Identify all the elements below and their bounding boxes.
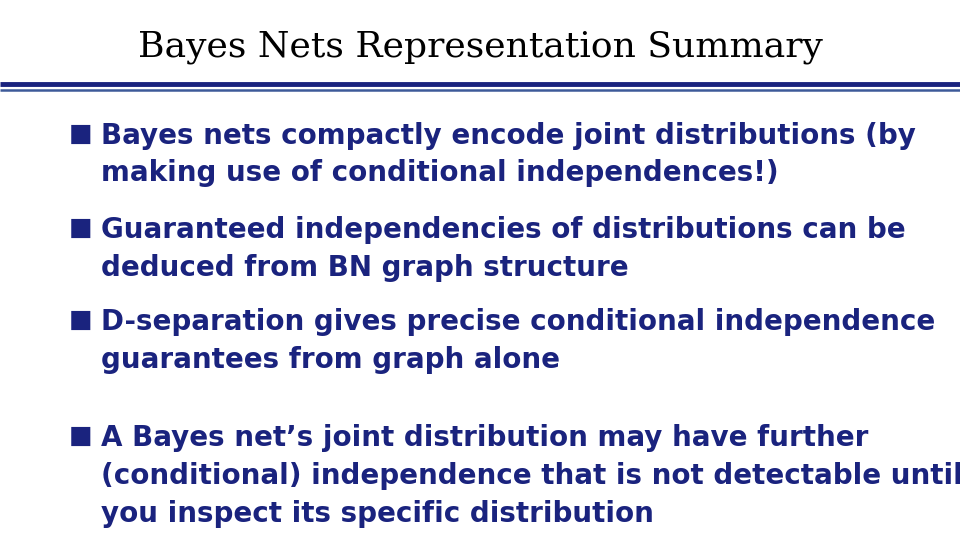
Text: Guaranteed independencies of distributions can be
deduced from BN graph structur: Guaranteed independencies of distributio… xyxy=(101,216,905,282)
Text: Bayes nets compactly encode joint distributions (by
making use of conditional in: Bayes nets compactly encode joint distri… xyxy=(101,122,916,187)
Text: ■: ■ xyxy=(69,122,93,145)
Text: ■: ■ xyxy=(69,424,93,448)
Text: Bayes Nets Representation Summary: Bayes Nets Representation Summary xyxy=(137,30,823,64)
Text: ■: ■ xyxy=(69,308,93,332)
Text: ■: ■ xyxy=(69,216,93,240)
Text: A Bayes net’s joint distribution may have further
(conditional) independence tha: A Bayes net’s joint distribution may hav… xyxy=(101,424,960,528)
Text: D-separation gives precise conditional independence
guarantees from graph alone: D-separation gives precise conditional i… xyxy=(101,308,935,374)
